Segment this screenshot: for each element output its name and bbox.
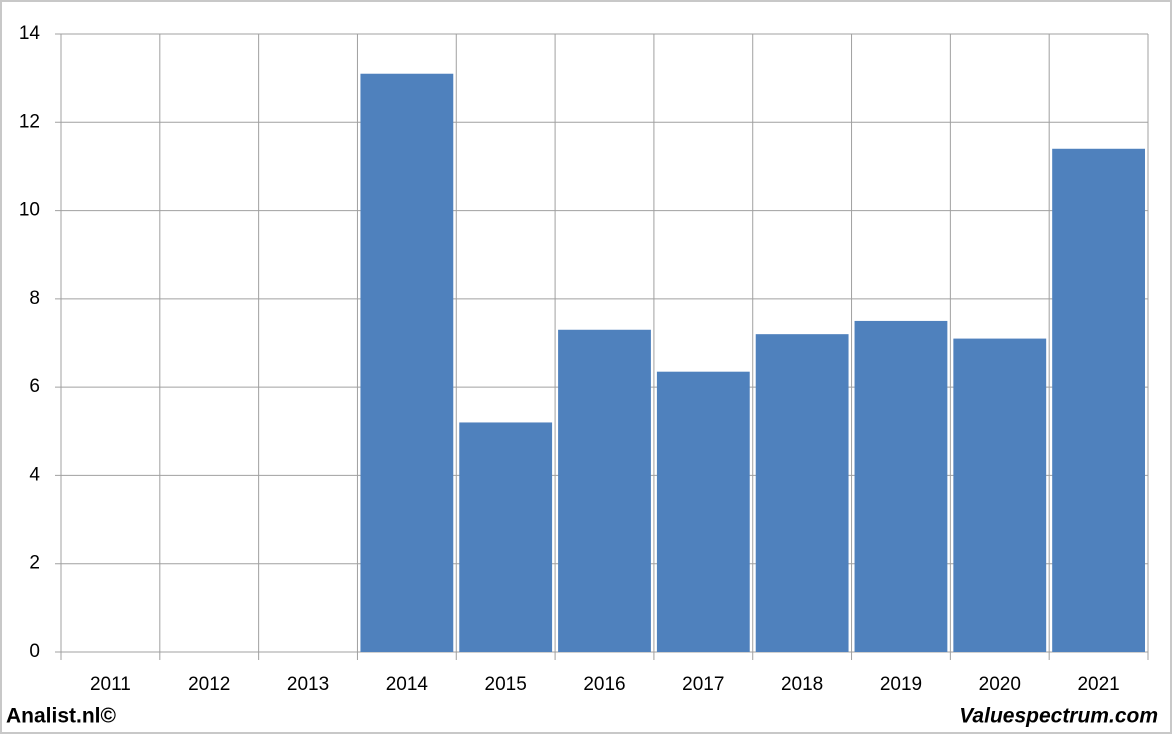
- x-tick-label: 2012: [188, 674, 230, 695]
- bar: [459, 422, 553, 652]
- x-tick-label: 2011: [90, 674, 131, 695]
- y-tick-label: 14: [19, 23, 41, 44]
- y-tick-label: 10: [19, 200, 40, 221]
- bar: [953, 338, 1047, 652]
- x-tick-label: 2016: [583, 674, 625, 695]
- bar: [1052, 148, 1145, 652]
- x-tick-label: 2014: [386, 674, 429, 695]
- y-tick-label: 4: [29, 464, 40, 485]
- bar: [755, 334, 849, 652]
- credit-left: Analist.nl©: [6, 705, 117, 728]
- x-tick-label: 2018: [781, 674, 823, 695]
- y-tick-label: 2: [29, 553, 40, 574]
- x-tick-label: 2015: [485, 674, 527, 695]
- y-tick-label: 0: [29, 641, 40, 662]
- x-tick-label: 2017: [682, 674, 724, 695]
- bar: [854, 320, 948, 652]
- x-tick-label: 2019: [880, 674, 922, 695]
- bar: [360, 73, 454, 652]
- y-tick-label: 8: [29, 288, 40, 309]
- bar: [656, 371, 750, 652]
- x-tick-label: 2021: [1077, 674, 1119, 695]
- y-tick-label: 6: [29, 376, 40, 397]
- y-tick-label: 12: [19, 111, 40, 132]
- bar: [558, 329, 651, 652]
- credit-right: Valuespectrum.com: [959, 705, 1158, 728]
- x-tick-label: 2020: [979, 674, 1021, 695]
- x-tick-label: 2013: [287, 674, 329, 695]
